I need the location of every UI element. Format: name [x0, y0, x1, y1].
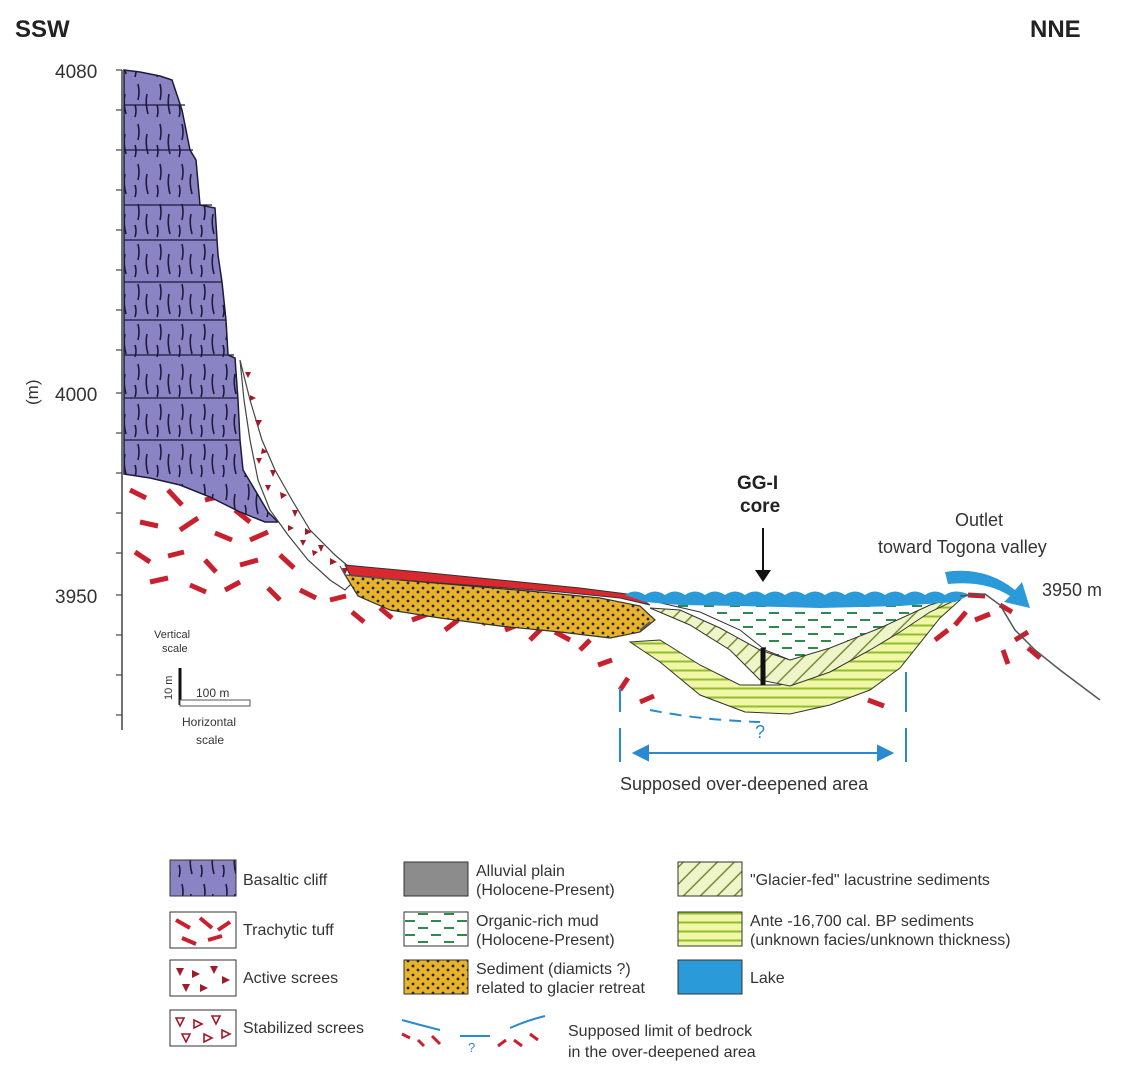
core-label-2: core [740, 496, 780, 517]
outlet-arrow [945, 570, 1030, 608]
legend-label-bedrock-1: Supposed limit of bedrock [568, 1023, 753, 1040]
scale-horizontal-title-1: Horizontal [182, 715, 236, 729]
scale-vertical-title-2: scale [162, 643, 188, 655]
legend-swatch-alluvial [403, 861, 469, 897]
outlet-label-2: toward Togona valley [878, 537, 1047, 557]
legend-label-bedrock-q: ? [468, 1040, 475, 1055]
legend-swatch-organic [403, 911, 469, 947]
gg1-core [755, 528, 771, 685]
scale-vertical-title-1: Vertical [154, 629, 190, 641]
legend-label-alluvial-2: (Holocene-Present) [476, 882, 615, 899]
legend-label-basalt: Basaltic cliff [243, 872, 328, 889]
legend-label-alluvial-1: Alluvial plain [476, 863, 565, 880]
alluvial-plain [339, 564, 651, 606]
legend-swatch-tuff [169, 911, 237, 949]
y-tick-3950: 3950 [55, 587, 97, 608]
outlet-elevation: 3950 m [1042, 580, 1102, 600]
lake [625, 591, 970, 608]
legend-label-tuff: Trachytic tuff [243, 922, 334, 939]
legend-label-sediment-1: Sediment (diamicts ?) [476, 961, 631, 978]
legend-label-ante-1: Ante -16,700 cal. BP sediments [750, 913, 974, 930]
legend-swatch-basalt [169, 859, 237, 897]
overdeepened-bracket [619, 672, 907, 762]
terrain-profile [639, 593, 1101, 701]
y-tick-4080: 4080 [55, 62, 97, 83]
overdeepened-question: ? [755, 722, 765, 742]
legend-swatch-sediment [403, 959, 469, 995]
direction-left: SSW [15, 16, 70, 43]
scale-horizontal-title-2: scale [196, 733, 224, 747]
legend-label-bedrock-2: in the over-deepened area [568, 1044, 756, 1061]
legend-swatches [169, 859, 743, 1048]
legend-label-active-screes: Active screes [243, 970, 338, 987]
outlet-label-1: Outlet [955, 510, 1003, 530]
legend-swatch-stabilized-screes [169, 1009, 237, 1047]
legend-swatch-active-screes [169, 959, 237, 997]
legend-swatch-glacier-fed [677, 861, 743, 897]
y-tick-4000: 4000 [55, 385, 97, 406]
overdeepened-label: Supposed over-deepened area [620, 774, 869, 794]
core-label-1: GG-I [737, 473, 778, 494]
y-axis [116, 69, 123, 730]
ante-sediments [628, 599, 962, 715]
legend-swatch-ante [677, 911, 743, 947]
legend-label-organic-1: Organic-rich mud [476, 913, 599, 930]
legend-label-organic-2: (Holocene-Present) [476, 932, 615, 949]
y-axis-unit: (m) [23, 380, 42, 405]
legend-label-glacier-fed: "Glacier-fed" lacustrine sediments [750, 872, 990, 889]
screes-slope [239, 359, 361, 591]
legend-swatch-bedrock-limit [401, 1015, 546, 1048]
sediment-glacier-retreat [343, 574, 656, 639]
legend-label-sediment-2: related to glacier retreat [476, 980, 646, 997]
legend-label-lake: Lake [750, 970, 785, 987]
scale-horizontal-value: 100 m [196, 686, 229, 700]
basaltic-cliff [123, 69, 280, 523]
legend-label-ante-2: (unknown facies/unknown thickness) [750, 932, 1011, 949]
scale-vertical-value: 10 m [163, 676, 175, 700]
direction-right: NNE [1030, 16, 1081, 43]
legend-swatch-lake [677, 959, 743, 995]
scale-bar [178, 668, 251, 707]
legend-label-stabilized-screes: Stabilized screes [243, 1020, 364, 1037]
